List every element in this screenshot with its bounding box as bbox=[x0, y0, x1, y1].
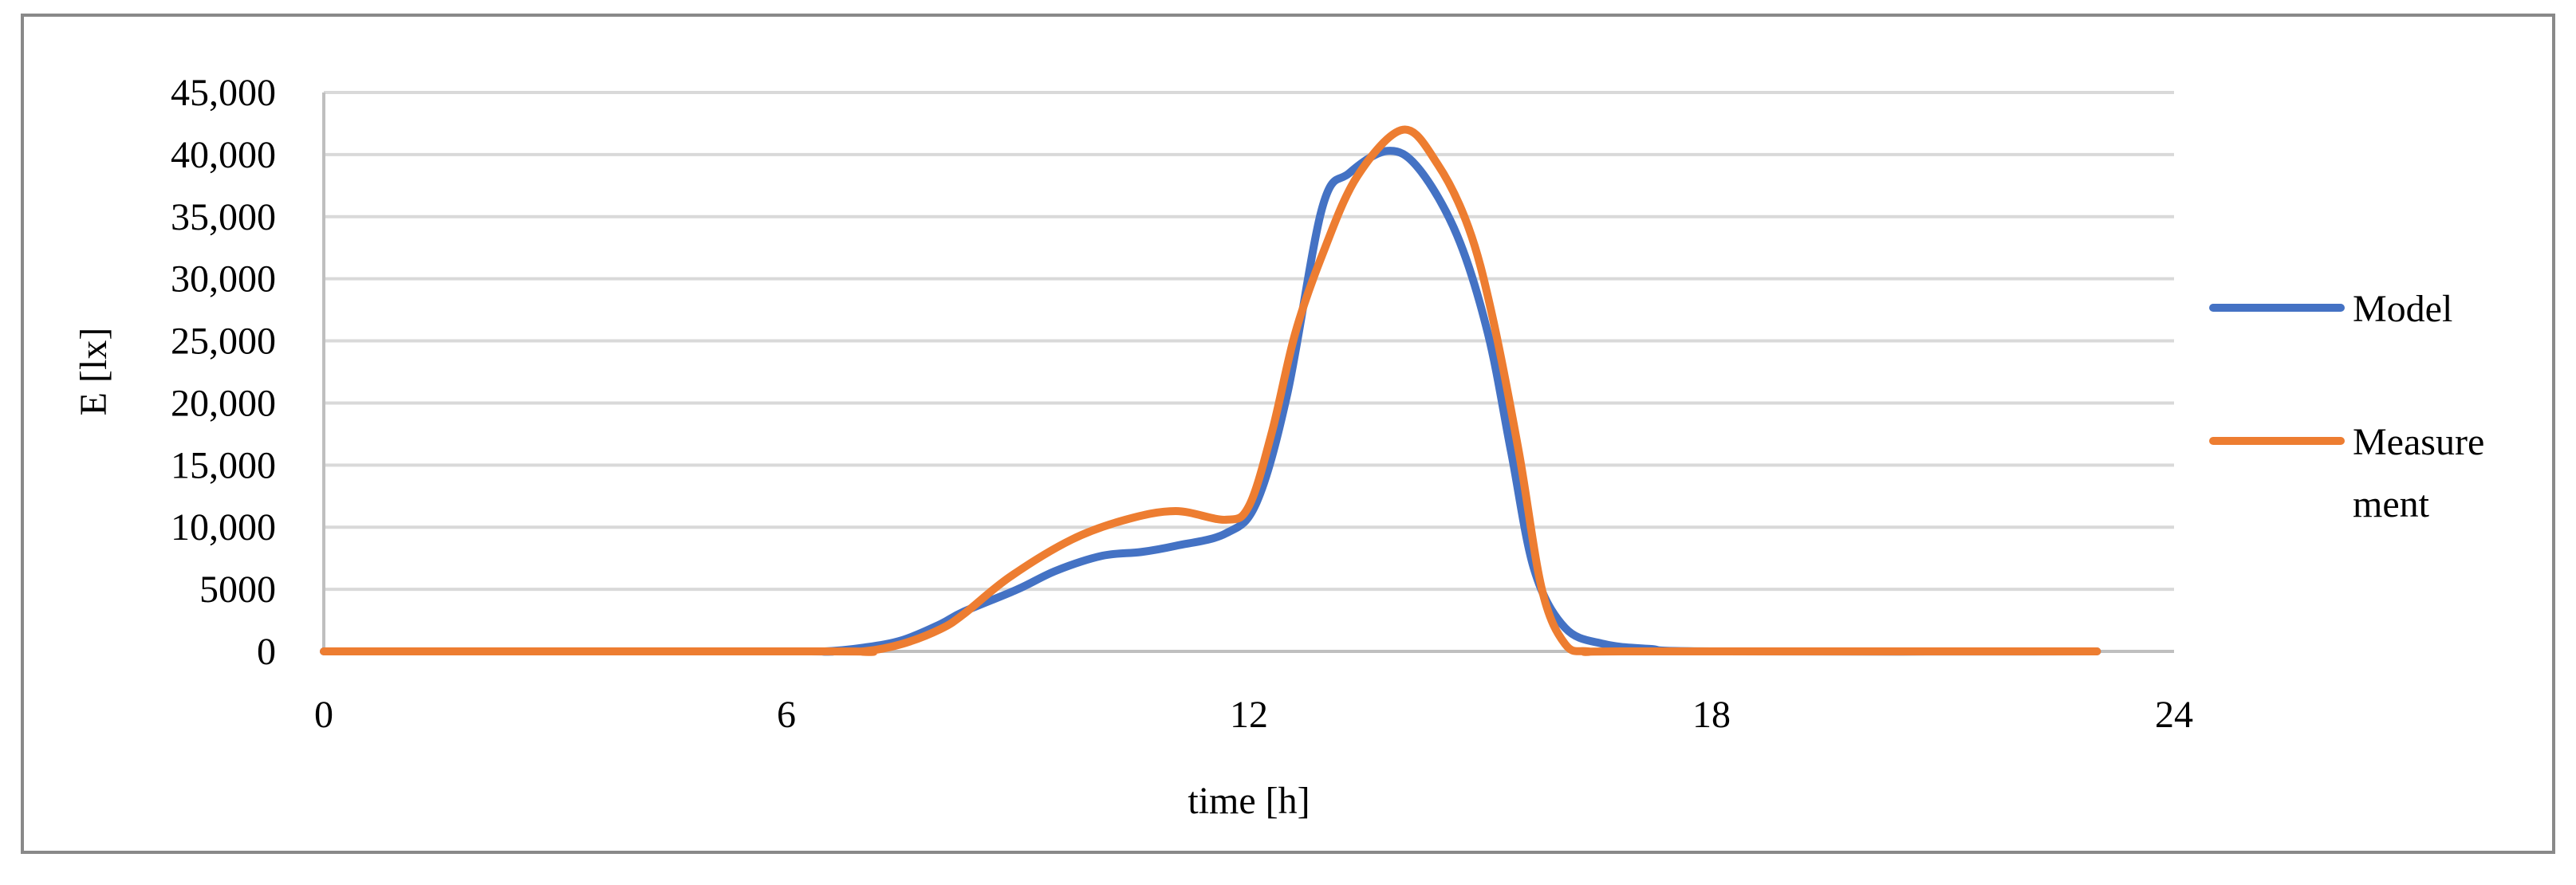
y-tick-label: 45,000 bbox=[171, 72, 276, 114]
series-line-measurement bbox=[320, 125, 2101, 656]
legend-label-measurement: Measure bbox=[2353, 421, 2484, 463]
series-lines bbox=[320, 125, 2101, 656]
legend: Model Measure ment bbox=[2209, 288, 2484, 525]
legend-label-measurement: ment bbox=[2353, 483, 2430, 525]
y-tick-label: 0 bbox=[257, 631, 276, 673]
gridlines bbox=[322, 91, 2174, 653]
x-tick-label: 12 bbox=[1230, 694, 1268, 736]
y-tick-labels: 0 5000 10,000 15,000 20,000 25,000 30,000 35,00… bbox=[171, 72, 276, 673]
x-tick-label: 6 bbox=[777, 694, 796, 736]
y-tick-label: 15,000 bbox=[171, 444, 276, 486]
x-tick-label: 18 bbox=[1692, 694, 1731, 736]
y-tick-label: 10,000 bbox=[171, 506, 276, 549]
x-tick-label: 0 bbox=[314, 694, 333, 736]
x-axis-label: time [h] bbox=[1188, 780, 1310, 822]
y-tick-label: 20,000 bbox=[171, 382, 276, 424]
y-tick-label: 35,000 bbox=[171, 196, 276, 238]
x-tick-labels: 0 6 12 18 24 bbox=[314, 694, 2193, 736]
x-tick-label: 24 bbox=[2155, 694, 2193, 736]
y-tick-label: 25,000 bbox=[171, 321, 276, 363]
y-tick-label: 40,000 bbox=[171, 134, 276, 176]
y-tick-label: 30,000 bbox=[171, 258, 276, 301]
legend-label-model: Model bbox=[2353, 288, 2452, 330]
y-axis-label: E [lx] bbox=[73, 328, 115, 416]
y-tick-label: 5000 bbox=[199, 568, 276, 611]
